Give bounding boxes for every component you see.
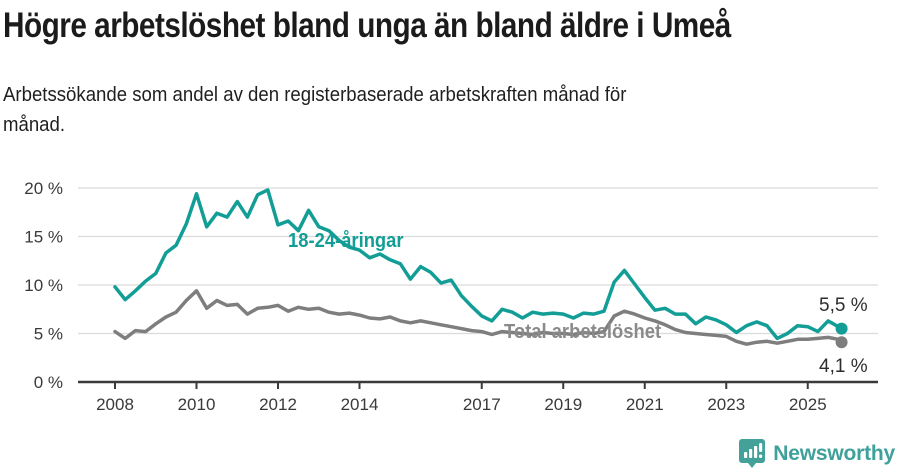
svg-text:2010: 2010: [178, 395, 216, 414]
svg-text:5 %: 5 %: [34, 325, 63, 344]
chart-subtitle: Arbetssökande som andel av den registerb…: [3, 80, 626, 140]
svg-text:2019: 2019: [544, 395, 582, 414]
subtitle-line-2: månad.: [3, 114, 66, 136]
svg-text:2025: 2025: [789, 395, 827, 414]
svg-text:15 %: 15 %: [24, 228, 63, 247]
newsworthy-icon: [739, 439, 766, 468]
end-value-total: 4,1 %: [819, 356, 868, 377]
page-title: Högre arbetslöshet bland unga än bland ä…: [3, 6, 731, 45]
svg-text:2017: 2017: [463, 395, 501, 414]
svg-text:20 %: 20 %: [24, 179, 63, 198]
svg-text:0 %: 0 %: [34, 373, 63, 392]
subtitle-line-1: Arbetssökande som andel av den registerb…: [3, 84, 627, 106]
svg-text:2021: 2021: [626, 395, 664, 414]
series-label-total: Total arbetslöshet: [504, 321, 662, 343]
svg-text:10 %: 10 %: [24, 276, 63, 295]
newsworthy-wordmark: Newsworthy: [773, 441, 895, 465]
end-value-18-24: 5,5 %: [819, 295, 868, 316]
series-label-18-24: 18-24-åringar: [288, 230, 404, 252]
newsworthy-logo: Newsworthy: [738, 438, 895, 469]
svg-text:2023: 2023: [707, 395, 745, 414]
svg-text:2014: 2014: [341, 395, 379, 414]
svg-text:2012: 2012: [259, 395, 297, 414]
svg-text:2008: 2008: [96, 395, 134, 414]
